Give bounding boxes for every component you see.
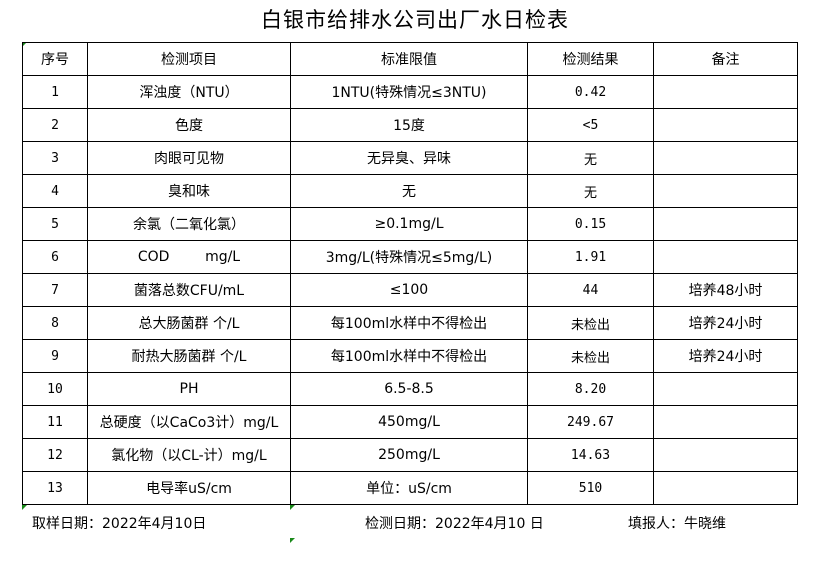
test-item-cell[interactable]: 总大肠菌群 个/L bbox=[87, 306, 291, 340]
remark-cell[interactable] bbox=[653, 438, 798, 472]
test-item-cell[interactable]: 浑浊度（NTU） bbox=[87, 75, 291, 109]
standard-limit-cell[interactable]: 450mg/L bbox=[290, 405, 528, 439]
remark-cell[interactable] bbox=[653, 240, 798, 274]
remark-cell[interactable] bbox=[653, 174, 798, 208]
table-row: 12 氯化物（以CL-计）mg/L 250mg/L 14.63 bbox=[22, 438, 798, 472]
row-number-cell[interactable]: 13 bbox=[22, 471, 88, 505]
table-row: 2 色度 15度 <5 bbox=[22, 108, 798, 142]
test-item-cell[interactable]: 色度 bbox=[87, 108, 291, 142]
remark-cell[interactable] bbox=[653, 75, 798, 109]
table-row: 5 余氯（二氧化氯） ≥0.1mg/L 0.15 bbox=[22, 207, 798, 241]
remark-cell[interactable] bbox=[653, 372, 798, 406]
header-cell: 检测结果 bbox=[527, 42, 654, 76]
test-result-cell[interactable]: <5 bbox=[527, 108, 654, 142]
test-result-cell[interactable]: 249.67 bbox=[527, 405, 654, 439]
cell-marker-icon bbox=[290, 505, 295, 510]
test-item-cell[interactable]: COD mg/L bbox=[87, 240, 291, 274]
table-row: 6 COD mg/L 3mg/L(特殊情况≤5mg/L) 1.91 bbox=[22, 240, 798, 274]
test-result-cell[interactable]: 510 bbox=[527, 471, 654, 505]
remark-cell[interactable]: 培养24小时 bbox=[653, 339, 798, 373]
row-number-cell[interactable]: 6 bbox=[22, 240, 88, 274]
row-number-cell[interactable]: 4 bbox=[22, 174, 88, 208]
test-result-cell[interactable]: 1.91 bbox=[527, 240, 654, 274]
row-number-cell[interactable]: 1 bbox=[22, 75, 88, 109]
remark-cell[interactable]: 培养48小时 bbox=[653, 273, 798, 307]
row-number-cell[interactable]: 5 bbox=[22, 207, 88, 241]
standard-limit-cell[interactable]: 单位：uS/cm bbox=[290, 471, 528, 505]
table-row: 8 总大肠菌群 个/L 每100ml水样中不得检出 未检出 培养24小时 bbox=[22, 306, 798, 340]
standard-limit-cell[interactable]: 无 bbox=[290, 174, 528, 208]
test-result-cell[interactable]: 14.63 bbox=[527, 438, 654, 472]
header-cell: 检测项目 bbox=[87, 42, 291, 76]
table-row: 3 肉眼可见物 无异臭、异味无 bbox=[22, 141, 798, 175]
standard-limit-cell[interactable]: 每100ml水样中不得检出 bbox=[290, 306, 528, 340]
header-cell: 备注 bbox=[653, 42, 798, 76]
test-item-cell[interactable]: 总硬度（以CaCo3计）mg/L bbox=[87, 405, 291, 439]
row-number-cell[interactable]: 8 bbox=[22, 306, 88, 340]
test-result-cell[interactable]: 无 bbox=[527, 141, 654, 175]
table-row: 9 耐热大肠菌群 个/L 每100ml水样中不得检出 未检出 培养24小时 bbox=[22, 339, 798, 373]
remark-cell[interactable] bbox=[653, 108, 798, 142]
test-result-cell[interactable]: 未检出 bbox=[527, 306, 654, 340]
row-number-cell[interactable]: 9 bbox=[22, 339, 88, 373]
standard-limit-cell[interactable]: 每100ml水样中不得检出 bbox=[290, 339, 528, 373]
cell-marker-icon bbox=[290, 538, 295, 543]
test-item-cell[interactable]: 肉眼可见物 bbox=[87, 141, 291, 175]
row-number-cell[interactable]: 3 bbox=[22, 141, 88, 175]
row-number-cell[interactable]: 11 bbox=[22, 405, 88, 439]
test-item-cell[interactable]: 余氯（二氧化氯） bbox=[87, 207, 291, 241]
row-number-cell[interactable]: 12 bbox=[22, 438, 88, 472]
remark-cell[interactable]: 培养24小时 bbox=[653, 306, 798, 340]
table-row: 4 臭和味无无 bbox=[22, 174, 798, 208]
sample-date: 取样日期：2022年4月10日 bbox=[32, 516, 207, 532]
remark-cell[interactable] bbox=[653, 405, 798, 439]
row-number-cell[interactable]: 7 bbox=[22, 273, 88, 307]
test-item-cell[interactable]: 氯化物（以CL-计）mg/L bbox=[87, 438, 291, 472]
table-row: 11 总硬度（以CaCo3计）mg/L 450mg/L 249.67 bbox=[22, 405, 798, 439]
table-header-row: 序号 检测项目 标准限值 检测结果 备注 bbox=[22, 42, 798, 76]
cell-marker-icon bbox=[22, 505, 27, 510]
test-result-cell[interactable]: 8.20 bbox=[527, 372, 654, 406]
standard-limit-cell[interactable]: ≥0.1mg/L bbox=[290, 207, 528, 241]
standard-limit-cell[interactable]: 无异臭、异味 bbox=[290, 141, 528, 175]
inspection-table: 序号 检测项目 标准限值 检测结果 备注 1 浑浊度（NTU） 1NTU(特殊情况≤… bbox=[22, 42, 798, 505]
reporter: 填报人：牛晓维 bbox=[628, 516, 726, 532]
table-row: 13 电导率uS/cm 单位：uS/cm 510 bbox=[22, 471, 798, 505]
standard-limit-cell[interactable]: 250mg/L bbox=[290, 438, 528, 472]
table-row: 10 PH 6.5-8.5 8.20 bbox=[22, 372, 798, 406]
test-date: 检测日期：2022年4月10 日 bbox=[365, 516, 544, 532]
standard-limit-cell[interactable]: ≤100 bbox=[290, 273, 528, 307]
table-row: 7 菌落总数CFU/mL ≤100 44 培养48小时 bbox=[22, 273, 798, 307]
remark-cell[interactable] bbox=[653, 141, 798, 175]
test-result-cell[interactable]: 44 bbox=[527, 273, 654, 307]
test-item-cell[interactable]: 电导率uS/cm bbox=[87, 471, 291, 505]
remark-cell[interactable] bbox=[653, 471, 798, 505]
test-item-cell[interactable]: PH bbox=[87, 372, 291, 406]
test-result-cell[interactable]: 0.42 bbox=[527, 75, 654, 109]
page-title: 白银市给排水公司出厂水日检表 bbox=[261, 8, 569, 32]
table-row: 1 浑浊度（NTU） 1NTU(特殊情况≤3NTU) 0.42 bbox=[22, 75, 798, 109]
test-result-cell[interactable]: 未检出 bbox=[527, 339, 654, 373]
header-cell: 序号 bbox=[22, 42, 88, 76]
test-item-cell[interactable]: 臭和味 bbox=[87, 174, 291, 208]
test-item-cell[interactable]: 耐热大肠菌群 个/L bbox=[87, 339, 291, 373]
standard-limit-cell[interactable]: 6.5-8.5 bbox=[290, 372, 528, 406]
test-result-cell[interactable]: 无 bbox=[527, 174, 654, 208]
standard-limit-cell[interactable]: 1NTU(特殊情况≤3NTU) bbox=[290, 75, 528, 109]
test-item-cell[interactable]: 菌落总数CFU/mL bbox=[87, 273, 291, 307]
standard-limit-cell[interactable]: 3mg/L(特殊情况≤5mg/L) bbox=[290, 240, 528, 274]
test-result-cell[interactable]: 0.15 bbox=[527, 207, 654, 241]
standard-limit-cell[interactable]: 15度 bbox=[290, 108, 528, 142]
remark-cell[interactable] bbox=[653, 207, 798, 241]
row-number-cell[interactable]: 2 bbox=[22, 108, 88, 142]
row-number-cell[interactable]: 10 bbox=[22, 372, 88, 406]
header-cell: 标准限值 bbox=[290, 42, 528, 76]
